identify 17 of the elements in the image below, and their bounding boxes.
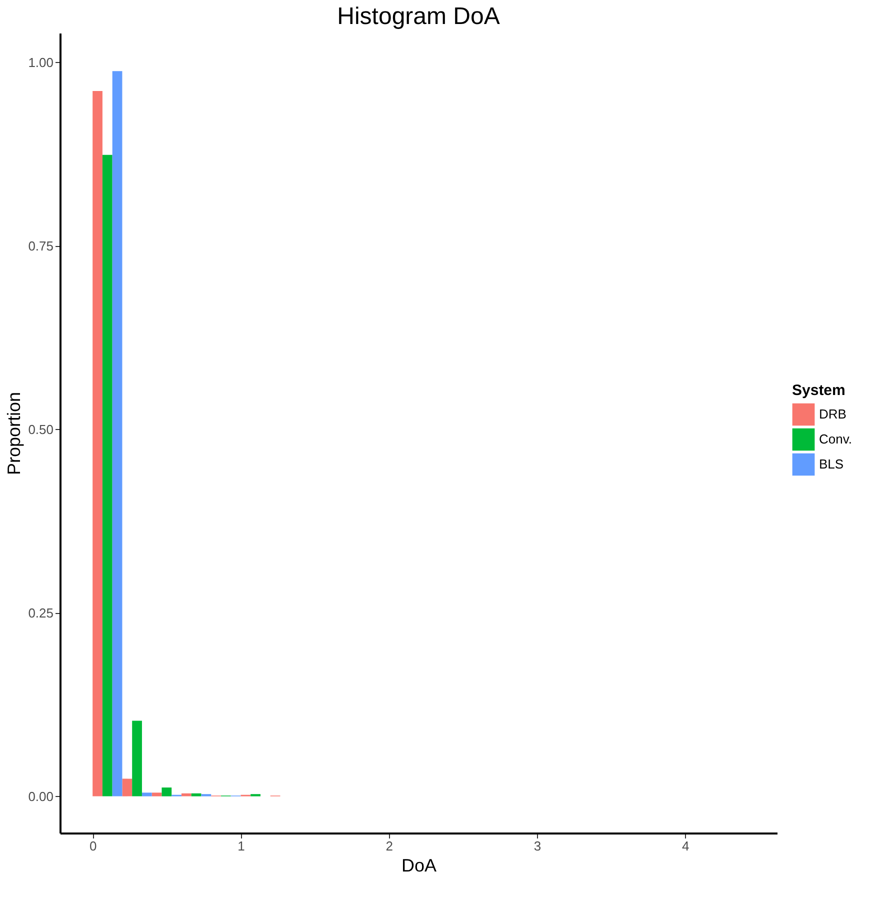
y-axis-title: Proportion <box>4 392 24 476</box>
y-tick-label: 0.25 <box>28 605 54 620</box>
y-tick-label: 0.00 <box>28 788 54 804</box>
y-tick-label: 0.50 <box>28 422 54 437</box>
legend-label: BLS <box>819 456 844 472</box>
x-tick-label: 1 <box>238 838 245 854</box>
legend-title: System <box>792 382 846 399</box>
legend-label: Conv. <box>819 432 852 446</box>
x-tick-label: 2 <box>386 838 393 854</box>
y-tick-label: 0.75 <box>28 238 54 254</box>
legend-label: DRB <box>819 406 846 422</box>
x-tick-label: 0 <box>89 838 97 854</box>
x-tick-label: 3 <box>534 838 542 854</box>
y-tick-label: 1.00 <box>28 54 54 70</box>
x-tick-label: 4 <box>682 838 690 854</box>
chart-title: Histogram DoA <box>337 3 500 30</box>
x-axis-title: DoA <box>401 856 437 876</box>
